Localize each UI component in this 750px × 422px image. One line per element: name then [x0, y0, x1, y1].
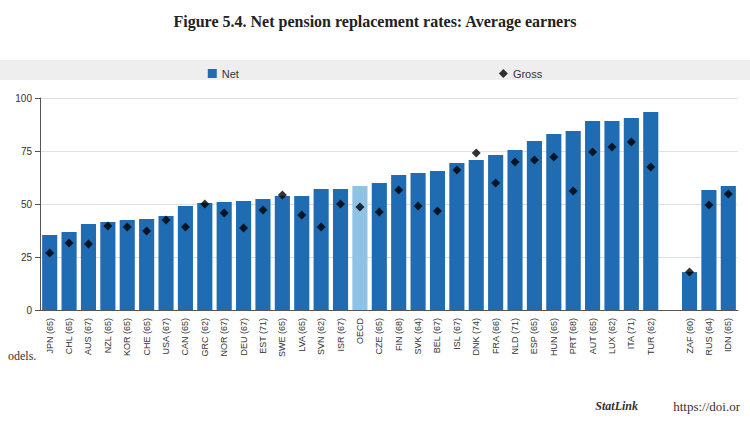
svg-text:SWE (65): SWE (65) — [277, 318, 287, 357]
svg-text:IDN (65): IDN (65) — [723, 318, 733, 352]
svg-text:DNK (74): DNK (74) — [471, 318, 481, 356]
svg-text:AUS (67): AUS (67) — [83, 318, 93, 355]
svg-text:LVA (65): LVA (65) — [297, 318, 307, 352]
svg-text:LUX (62): LUX (62) — [607, 318, 617, 354]
svg-text:Figure 5.4. Net pension replac: Figure 5.4. Net pension replacement rate… — [173, 13, 576, 31]
svg-text:SVK (64): SVK (64) — [413, 318, 423, 355]
svg-text:BEL (67): BEL (67) — [432, 318, 442, 353]
svg-text:25: 25 — [21, 252, 33, 263]
svg-text:ESP (65): ESP (65) — [529, 318, 539, 354]
svg-text:AUT (65): AUT (65) — [588, 318, 598, 354]
svg-text:NLD (71): NLD (71) — [510, 318, 520, 355]
svg-text:TUR (62): TUR (62) — [646, 318, 656, 355]
svg-text:CZE (65): CZE (65) — [374, 318, 384, 355]
svg-text:0: 0 — [26, 305, 32, 316]
svg-text:CAN (65): CAN (65) — [180, 318, 190, 356]
svg-text:75: 75 — [21, 146, 33, 157]
svg-text:NZL (65): NZL (65) — [103, 318, 113, 353]
svg-text:USA (67): USA (67) — [161, 318, 171, 355]
svg-text:FRA (66): FRA (66) — [491, 318, 501, 354]
svg-text:OECD: OECD — [355, 318, 365, 345]
svg-text:ITA (71): ITA (71) — [626, 318, 636, 349]
svg-text:KOR (65): KOR (65) — [122, 318, 132, 356]
svg-text:ZAF (60): ZAF (60) — [685, 318, 695, 354]
svg-text:FIN (68): FIN (68) — [394, 318, 404, 351]
svg-text:GRC (62): GRC (62) — [200, 318, 210, 357]
svg-text:Gross: Gross — [513, 68, 543, 80]
svg-text:HUN (65): HUN (65) — [549, 318, 559, 356]
svg-text:RUS (64): RUS (64) — [704, 318, 714, 356]
svg-text:ISR (67): ISR (67) — [336, 318, 346, 352]
svg-text:odels.: odels. — [8, 349, 36, 363]
svg-text:SVN (62): SVN (62) — [316, 318, 326, 355]
svg-text:JPN (65): JPN (65) — [45, 318, 55, 354]
svg-text:EST (71): EST (71) — [258, 318, 268, 354]
svg-text:Net: Net — [222, 68, 239, 80]
svg-text:NOR (67): NOR (67) — [219, 318, 229, 357]
svg-text:50: 50 — [21, 199, 33, 210]
svg-text:CHE (65): CHE (65) — [142, 318, 152, 356]
svg-text:ISL (67): ISL (67) — [452, 318, 462, 350]
svg-text:https://doi.or: https://doi.or — [673, 399, 740, 414]
svg-text:100: 100 — [15, 93, 32, 104]
svg-text:PRT (68): PRT (68) — [568, 318, 578, 354]
svg-text:DEU (67): DEU (67) — [239, 318, 249, 356]
svg-text:StatLink: StatLink — [595, 399, 638, 413]
svg-text:CHL (65): CHL (65) — [64, 318, 74, 354]
